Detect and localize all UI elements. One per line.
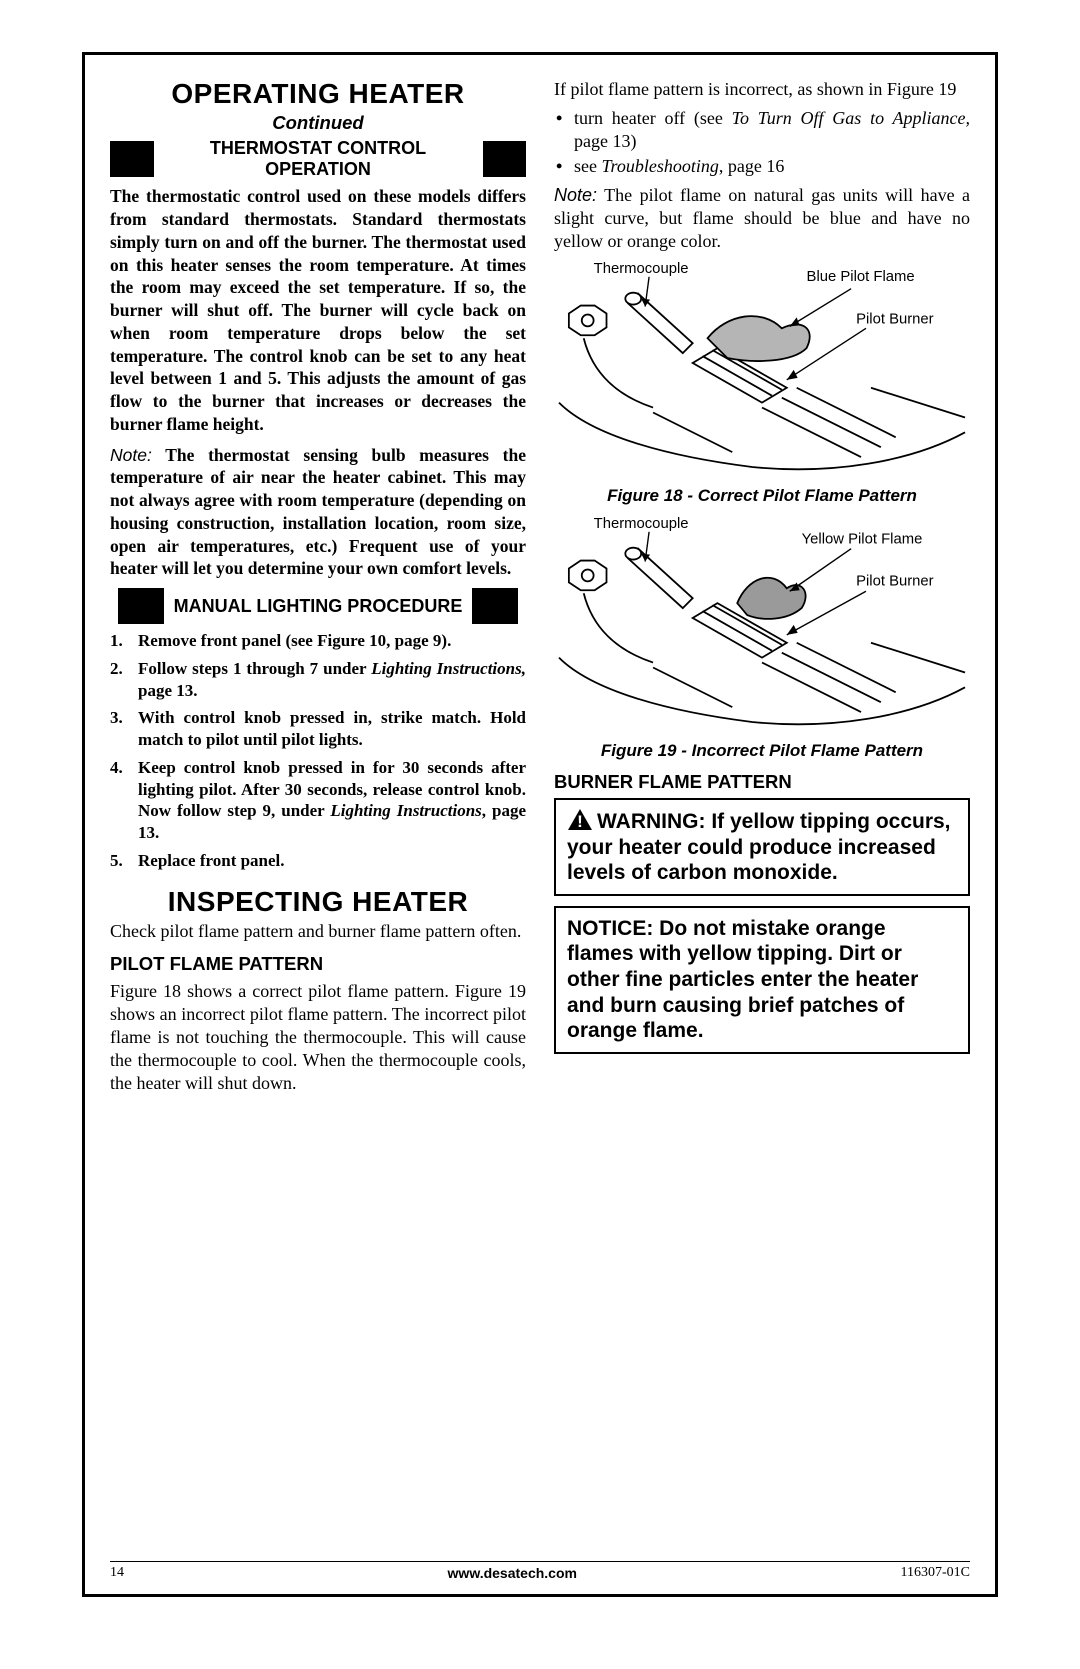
decor-box-icon xyxy=(110,141,154,177)
thermocouple-label: Thermocouple xyxy=(594,261,689,277)
pilot-note: Note: The pilot flame on natural gas uni… xyxy=(554,184,970,253)
warning-text: ! WARNING: If yellow tipping occurs, you… xyxy=(567,808,957,886)
figure-18-diagram: Thermocouple Blue Pilot Flame Pilot Burn… xyxy=(554,259,970,477)
yellow-flame-label: Yellow Pilot Flame xyxy=(802,532,923,548)
bullet-troubleshoot: see Troubleshooting, page 16 xyxy=(554,155,970,178)
thermocouple-label: Thermocouple xyxy=(594,516,689,532)
pilot-burner-label: Pilot Burner xyxy=(856,573,934,589)
operating-heater-title: OPERATING HEATER xyxy=(110,78,526,110)
figure-19-diagram: Thermocouple Yellow Pilot Flame Pilot Bu… xyxy=(554,514,970,732)
inspecting-paragraph: Check pilot flame pattern and burner fla… xyxy=(110,920,526,943)
blue-flame-label: Blue Pilot Flame xyxy=(807,269,915,285)
inspecting-heater-title: INSPECTING HEATER xyxy=(110,886,526,918)
thermostat-label-text: THERMOSTAT CONTROL OPERATION xyxy=(210,138,426,179)
step-3: With control knob pressed in, strike mat… xyxy=(110,707,526,751)
notice-text: NOTICE: Do not mistake orange flames wit… xyxy=(567,916,957,1044)
warning-box: ! WARNING: If yellow tipping occurs, you… xyxy=(554,798,970,896)
warning-triangle-icon: ! xyxy=(567,808,593,831)
doc-number: 116307-01C xyxy=(901,1565,970,1581)
incorrect-pattern-intro: If pilot flame pattern is incorrect, as … xyxy=(554,78,970,101)
right-column: If pilot flame pattern is incorrect, as … xyxy=(554,78,970,1101)
footer-url: www.desatech.com xyxy=(448,1565,577,1581)
decor-box-icon xyxy=(483,141,527,177)
continued-label: Continued xyxy=(110,112,526,134)
pilot-flame-paragraph: Figure 18 shows a correct pilot flame pa… xyxy=(110,980,526,1095)
decor-box-icon xyxy=(472,588,518,624)
pilot-note-text: The pilot flame on natural gas units wil… xyxy=(554,185,970,251)
svg-text:!: ! xyxy=(577,812,583,831)
manual-lighting-section-bar: MANUAL LIGHTING PROCEDURE xyxy=(110,588,526,624)
manual-lighting-steps: Remove front panel (see Figure 10, page … xyxy=(110,630,526,872)
thermostat-paragraph: The thermostatic control used on these m… xyxy=(110,185,526,435)
pilot-burner-label: Pilot Burner xyxy=(856,312,934,328)
action-bullet-list: turn heater off (see To Turn Off Gas to … xyxy=(554,107,970,178)
step-2: Follow steps 1 through 7 under Lighting … xyxy=(110,658,526,702)
page-number: 14 xyxy=(110,1565,124,1581)
note-prefix: Note: xyxy=(554,185,597,205)
bullet-turn-off: turn heater off (see To Turn Off Gas to … xyxy=(554,107,970,153)
note-text: The thermostat sensing bulb measures the… xyxy=(110,445,526,579)
thermostat-section-label: THERMOSTAT CONTROL OPERATION xyxy=(164,138,473,179)
step-5: Replace front panel. xyxy=(110,850,526,872)
step-4: Keep control knob pressed in for 30 seco… xyxy=(110,757,526,844)
figure-18-caption: Figure 18 - Correct Pilot Flame Pattern xyxy=(554,486,970,506)
flame-shape xyxy=(737,578,805,619)
page-footer: 14 www.desatech.com 116307-01C xyxy=(110,1561,970,1581)
step-1: Remove front panel (see Figure 10, page … xyxy=(110,630,526,652)
pilot-flame-header: PILOT FLAME PATTERN xyxy=(110,953,526,975)
notice-box: NOTICE: Do not mistake orange flames wit… xyxy=(554,906,970,1054)
decor-box-icon xyxy=(118,588,164,624)
note-prefix: Note: xyxy=(110,445,152,465)
burner-flame-header: BURNER FLAME PATTERN xyxy=(554,771,970,793)
page-content: OPERATING HEATER Continued THERMOSTAT CO… xyxy=(110,78,970,1101)
manual-lighting-label: MANUAL LIGHTING PROCEDURE xyxy=(174,596,463,617)
manual-lighting-label-text: MANUAL LIGHTING PROCEDURE xyxy=(174,596,463,616)
thermostat-section-bar: THERMOSTAT CONTROL OPERATION xyxy=(110,138,526,179)
figure-19-caption: Figure 19 - Incorrect Pilot Flame Patter… xyxy=(554,741,970,761)
thermostat-note: Note: The thermostat sensing bulb measur… xyxy=(110,444,526,581)
left-column: OPERATING HEATER Continued THERMOSTAT CO… xyxy=(110,78,526,1101)
